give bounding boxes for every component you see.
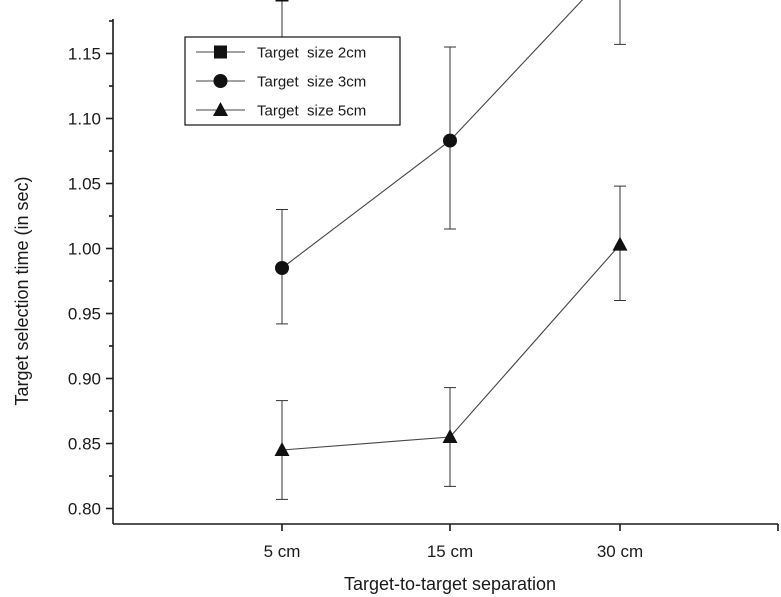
y-tick-label: 1.10 <box>68 110 101 129</box>
y-tick-label: 0.90 <box>68 370 101 389</box>
series-triangle <box>274 185 628 500</box>
y-tick-label: 1.15 <box>68 45 101 64</box>
triangle-marker <box>274 442 290 456</box>
y-tick-label: 0.95 <box>68 305 101 324</box>
legend-label: Target size 3cm <box>257 74 366 91</box>
y-tick-label: 0.80 <box>68 500 101 519</box>
y-tick-label: 1.00 <box>68 240 101 259</box>
legend-label: Target size 5cm <box>257 103 366 120</box>
circle-marker <box>443 133 457 148</box>
series-line <box>281 244 621 451</box>
x-tick-label: 30 cm <box>597 542 643 561</box>
y-tick-label: 1.05 <box>68 175 101 194</box>
circle-marker <box>213 74 228 88</box>
legend: Target size 2cm Target size 3cm Target siz… <box>184 36 401 126</box>
triangle-marker <box>612 236 628 251</box>
axes: 0.800.850.900.951.001.051.101.151.201.25… <box>68 19 779 561</box>
x-axis-title: Target-to-target separation <box>344 574 556 594</box>
triangle-marker <box>213 102 228 116</box>
series-circle <box>275 0 626 325</box>
circle-marker <box>275 261 289 275</box>
legend-label: Target size 2cm <box>257 45 366 62</box>
triangle-marker <box>442 429 458 443</box>
y-axis-title: Target selection time (in sec) <box>12 176 32 405</box>
x-tick-label: 5 cm <box>264 542 301 561</box>
square-marker <box>275 0 289 2</box>
square-marker <box>214 45 227 59</box>
y-tick-label: 0.85 <box>68 435 101 454</box>
x-tick-label: 15 cm <box>427 542 473 561</box>
